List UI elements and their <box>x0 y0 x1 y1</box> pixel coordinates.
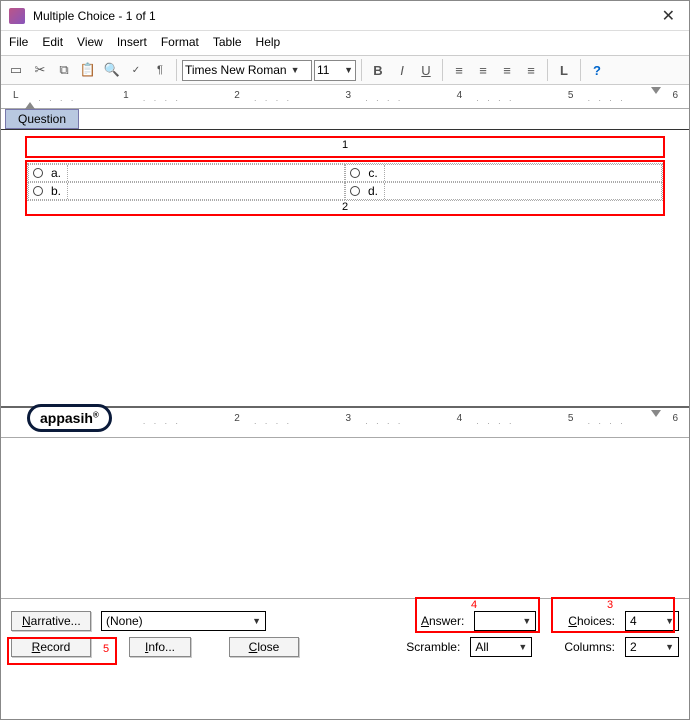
paste-icon[interactable]: 📋 <box>77 59 99 81</box>
font-size: 11 <box>317 63 329 77</box>
annotation-3: 3 <box>607 599 613 611</box>
copy-icon[interactable]: ⧉ <box>53 59 75 81</box>
align-center-icon[interactable]: ≡ <box>472 59 494 81</box>
choice-c[interactable]: c. <box>345 164 662 182</box>
close-icon[interactable]: ✕ <box>656 6 681 26</box>
columns-select[interactable]: 2▼ <box>625 637 679 657</box>
annotation-5: 5 <box>103 643 109 655</box>
underline-icon[interactable]: U <box>415 59 437 81</box>
ruler-tick: 6 <box>672 90 678 101</box>
menu-format[interactable]: Format <box>161 35 199 49</box>
font-select[interactable]: Times New Roman▼ <box>182 60 312 81</box>
menu-table[interactable]: Table <box>213 35 242 49</box>
ruler-tick: 5 <box>568 90 574 101</box>
find-icon[interactable]: 🔍 <box>101 59 123 81</box>
indent-marker[interactable] <box>25 102 35 109</box>
radio-icon[interactable] <box>33 186 43 196</box>
narrative-button[interactable]: Narrative... <box>11 611 91 631</box>
ruler-tick: 1 <box>123 90 129 101</box>
cut-icon[interactable]: ✂ <box>29 59 51 81</box>
narrative-select[interactable]: (None)▼ <box>101 611 266 631</box>
menu-file[interactable]: File <box>9 35 28 49</box>
columns-label: Columns: <box>564 640 615 654</box>
choices-box: a. c. b. d. 2 <box>25 160 665 216</box>
choice-a[interactable]: a. <box>28 164 345 182</box>
menu-insert[interactable]: Insert <box>117 35 147 49</box>
right-indent-marker[interactable] <box>651 87 661 94</box>
ruler-tick: 4 <box>457 90 463 101</box>
right-indent-marker[interactable] <box>651 410 661 417</box>
toolbar: ▭ ✂ ⧉ 📋 🔍 ✓ ¶ Times New Roman▼ 11▼ B I U… <box>1 55 689 85</box>
app-icon <box>9 8 25 24</box>
char-icon[interactable]: ¶ <box>149 59 171 81</box>
annotation-1: 1 <box>342 139 348 151</box>
menu-view[interactable]: View <box>77 35 103 49</box>
align-right-icon[interactable]: ≡ <box>496 59 518 81</box>
ruler-tick: 2 <box>234 90 240 101</box>
help-icon[interactable]: ? <box>586 59 608 81</box>
annotation-2: 2 <box>342 201 348 213</box>
ruler-tick: 3 <box>345 90 351 101</box>
new-icon[interactable]: ▭ <box>5 59 27 81</box>
size-select[interactable]: 11▼ <box>314 60 356 81</box>
menu-help[interactable]: Help <box>256 35 281 49</box>
question-box[interactable]: 1 <box>25 136 665 158</box>
menu-edit[interactable]: Edit <box>42 35 63 49</box>
logo-badge: appasih® <box>27 404 112 432</box>
close-button[interactable]: Close <box>229 637 299 657</box>
font-name: Times New Roman <box>185 63 287 77</box>
choice-b[interactable]: b. <box>28 182 345 200</box>
annotation-4: 4 <box>471 599 477 611</box>
menu-bar: File Edit View Insert Format Table Help <box>1 31 689 53</box>
annotation-box-4 <box>415 597 540 633</box>
window-title: Multiple Choice - 1 of 1 <box>33 9 656 23</box>
align-justify-icon[interactable]: ≡ <box>520 59 542 81</box>
annotation-box-5 <box>7 637 117 665</box>
scramble-select[interactable]: All▼ <box>470 637 532 657</box>
bold-icon[interactable]: B <box>367 59 389 81</box>
bottom-panel: 4 3 5 Narrative... (None)▼ Answer: ▼ Cho… <box>1 598 689 673</box>
spell-icon[interactable]: ✓ <box>125 59 147 81</box>
italic-icon[interactable]: I <box>391 59 413 81</box>
scramble-label: Scramble: <box>406 640 460 654</box>
radio-icon[interactable] <box>33 168 43 178</box>
ruler-top: L · · · · 1 · · · · 2 · · · · 3 · · · · … <box>1 87 689 109</box>
question-tab[interactable]: Question <box>5 109 79 129</box>
choice-d[interactable]: d. <box>345 182 662 200</box>
radio-icon[interactable] <box>350 186 360 196</box>
align-left-icon[interactable]: ≡ <box>448 59 470 81</box>
info-button[interactable]: Info... <box>129 637 191 657</box>
radio-icon[interactable] <box>350 168 360 178</box>
l-icon[interactable]: L <box>553 59 575 81</box>
